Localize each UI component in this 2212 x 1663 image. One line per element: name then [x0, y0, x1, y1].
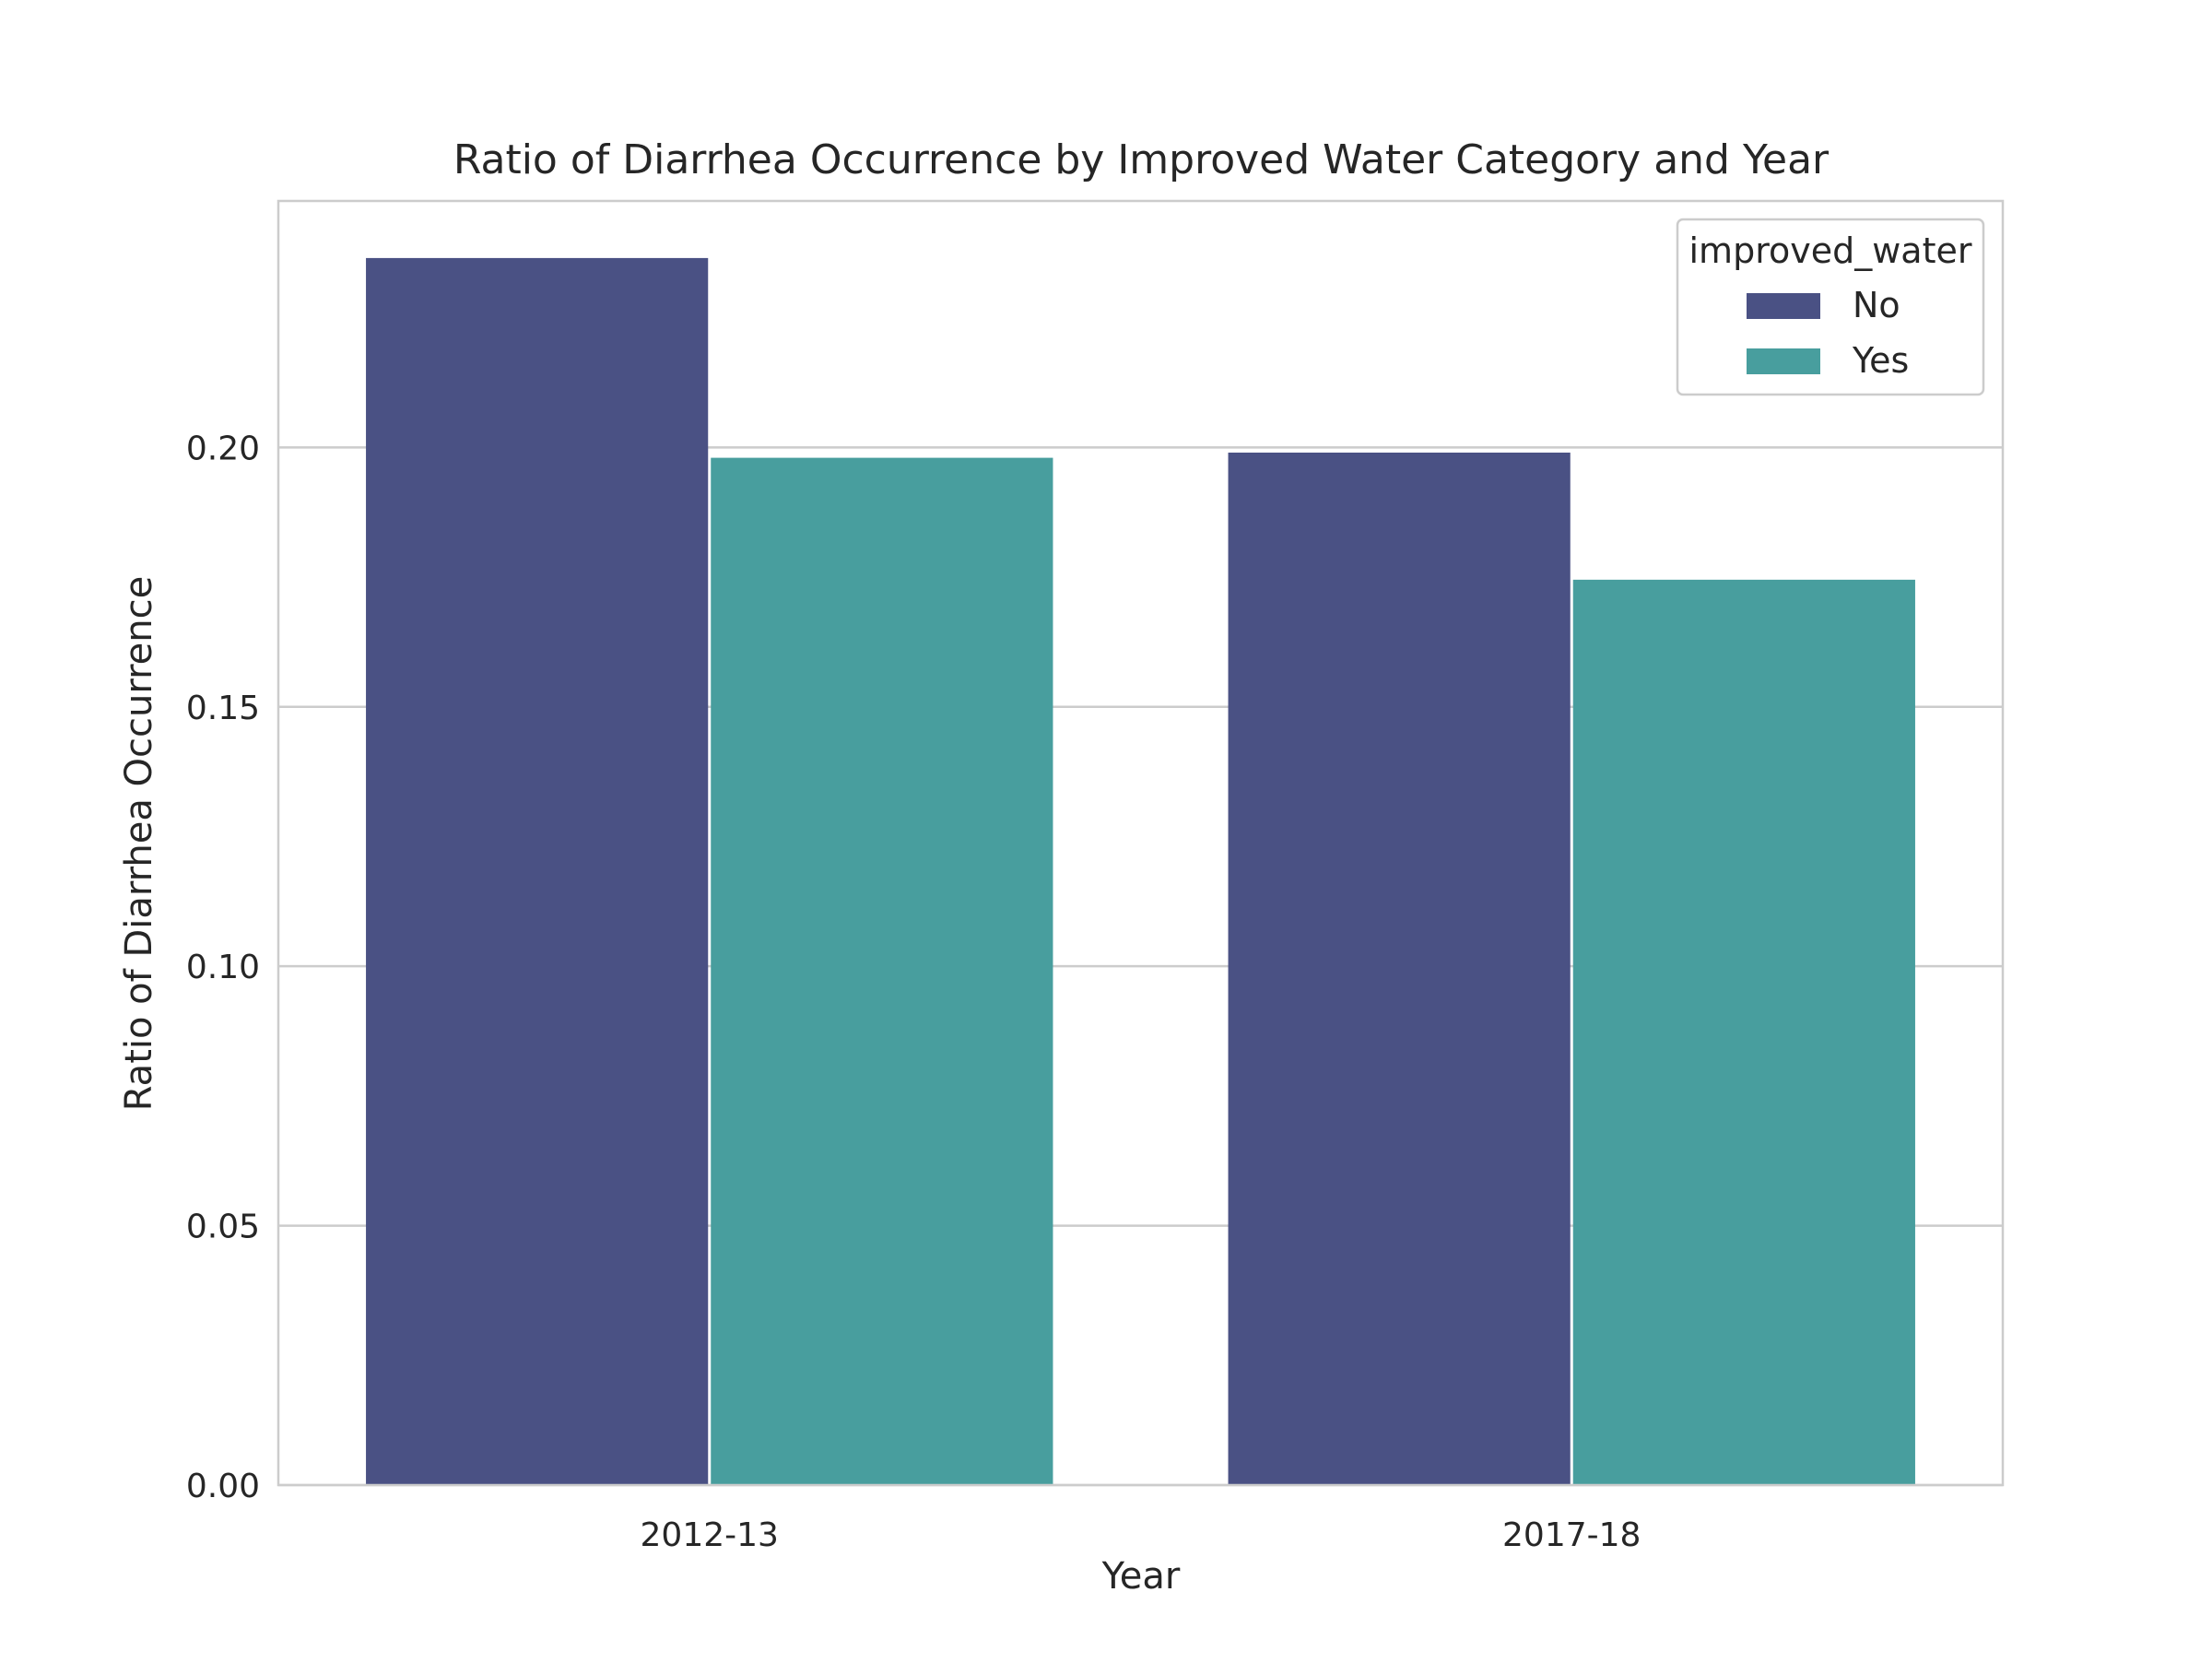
legend-swatch-yes [1747, 348, 1820, 374]
plot-frame [276, 199, 2005, 1487]
bars [366, 257, 1915, 1486]
y-tick-label: 0.10 [186, 949, 260, 986]
bar-no-2012-13 [366, 257, 709, 1485]
legend-swatch-no [1747, 293, 1820, 319]
legend-entries: No Yes [1747, 285, 1909, 381]
x-tick-label: 2012-13 [641, 1516, 779, 1554]
legend-title: improved_water [1689, 230, 1972, 271]
x-axis-label: Year [1101, 1555, 1181, 1598]
y-tick-labels: 0.00 0.05 0.10 0.15 0.20 [186, 430, 260, 1505]
legend-label-no: No [1853, 285, 1900, 325]
bar-no-2017-18 [1228, 452, 1571, 1486]
chart-title: Ratio of Diarrhea Occurrence by Improved… [453, 136, 1830, 183]
x-tick-labels: 2012-13 2017-18 [641, 1516, 1641, 1554]
y-axis-label: Ratio of Diarrhea Occurrence [118, 576, 160, 1111]
legend-label-yes: Yes [1852, 340, 1909, 381]
y-tick-label: 0.20 [186, 430, 260, 467]
bar-yes-2012-13 [711, 457, 1053, 1486]
y-tick-label: 0.05 [186, 1209, 260, 1246]
bar-yes-2017-18 [1572, 579, 1915, 1485]
legend: improved_water No Yes [1676, 218, 1985, 396]
x-tick-label: 2017-18 [1502, 1516, 1641, 1554]
y-tick-label: 0.15 [186, 690, 260, 727]
y-tick-label: 0.00 [186, 1468, 260, 1505]
